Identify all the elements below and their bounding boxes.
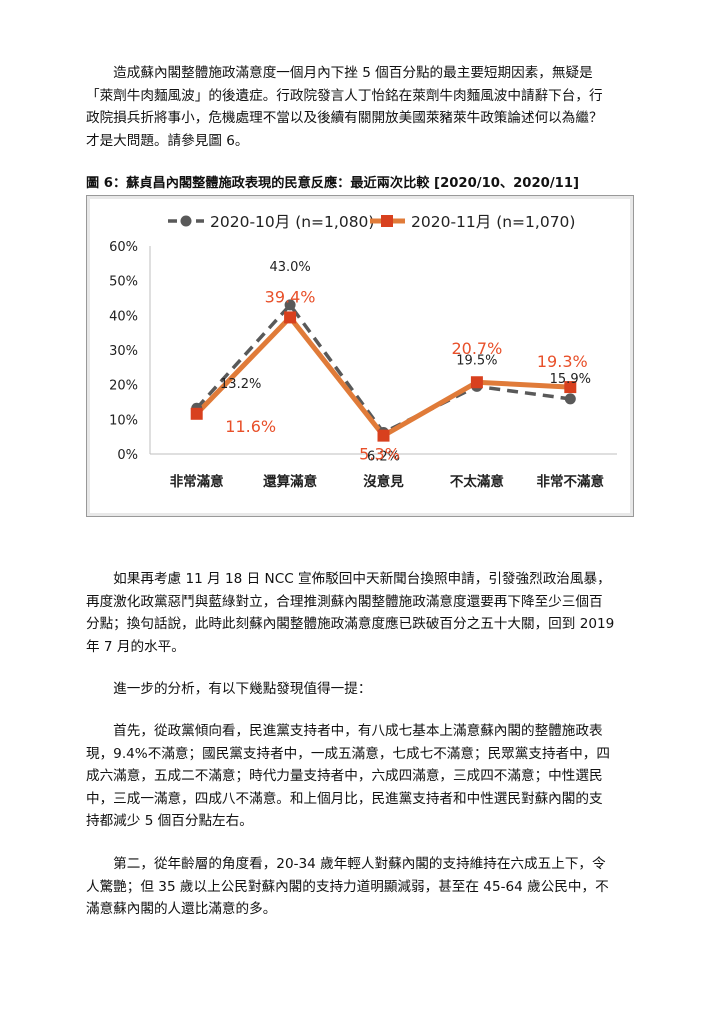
y-tick-label: 60% (109, 240, 138, 255)
legend-label-nov: 2020-11月 (n=1,070) (411, 213, 575, 231)
point-oct (564, 393, 576, 405)
data-label-oct: 13.2% (220, 377, 261, 392)
point-nov (377, 429, 390, 442)
y-tick-label: 20% (109, 379, 138, 394)
data-label-oct: 43.0% (269, 260, 310, 275)
paragraph-1: 造成蘇內閣整體施政滿意度一個月內下挫 5 個百分點的最主要短期因素，無疑是 「萊劑… (86, 62, 642, 152)
paragraph-line: 成六滿意，五成二不滿意；時代力量支持者中，六成四滿意，三成四不滿意；中性選民 (86, 768, 603, 784)
data-label-oct: 6.2% (367, 450, 400, 465)
figure-title: 圖 6：蘇貞昌內閣整體施政表現的民意反應：最近兩次比較 [2020/10、202… (86, 176, 580, 191)
paragraph-line: 進一步的分析，有以下幾點發現值得一提： (86, 681, 372, 697)
y-tick-label: 10% (109, 413, 138, 428)
point-oct (284, 299, 296, 311)
line-chart: 0% 10% 20% 30% 40% 50% 60% 非常滿意 還算滿意 沒意見 不太滿意 非常不滿意… (109, 213, 617, 490)
paragraph-line: 持都減少 5 個百分點左右。 (86, 813, 253, 829)
x-tick-label: 沒意見 (363, 473, 404, 490)
point-nov (470, 376, 483, 389)
data-label-oct: 15.9% (550, 372, 591, 387)
point-nov (564, 381, 577, 394)
paragraph-line: 「萊劑牛肉麵風波」的後遺症。行政院發言人丁怡銘在萊劑牛肉麵風波中請辭下台，行 (86, 87, 603, 104)
point-nov (190, 407, 203, 420)
x-tick-label: 不太滿意 (450, 473, 504, 490)
y-tick-label: 40% (109, 309, 138, 324)
y-tick-label: 30% (109, 344, 138, 359)
data-label-nov: 5.3% (359, 445, 400, 464)
data-label-oct: 19.5% (456, 353, 497, 368)
paragraph-5: 第二，從年齡層的角度看，20-34 歲年輕人對蘇內閣的支持維持在六成五上下，令人… (86, 853, 642, 921)
series-line-oct (195, 302, 571, 435)
paragraph-line: 再度激化政黨惡鬥與藍綠對立，合理推測蘇內閣整體施政滿意度還要再下降至少三個百 (86, 593, 603, 610)
data-label-nov: 39.4% (265, 287, 316, 306)
legend-label-oct: 2020-10月 (n=1,080) (210, 213, 374, 231)
paragraph-line: 政院損兵折將事小，危機處理不當以及後續有關開放美國萊豬萊牛政策論述何以為繼？ (86, 110, 603, 126)
y-tick-label: 0% (117, 448, 138, 463)
paragraph-line: 如果再考慮 11 月 18 日 NCC 宣佈駁回中天新聞台換照申請，引發強烈政治… (86, 571, 611, 587)
paragraph-line: 第二，從年齡層的角度看，20-34 歲年輕人對蘇內閣的支持維持在六成五上下，令 (86, 856, 606, 872)
legend-marker-nov (381, 215, 393, 227)
paragraph-line: 分點；換句話說，此時此刻蘇內閣整體施政滿意度應已跌破百分之五十大關，回到 201… (86, 616, 615, 632)
y-tick-label: 50% (109, 275, 138, 290)
x-tick-label: 非常不滿意 (537, 473, 605, 490)
point-nov (284, 311, 297, 324)
paragraph-line: 滿意蘇內閣的人還比滿意的多。 (86, 901, 277, 917)
paragraph-line: 中，三成一滿意，四成八不滿意。和上個月比，民進黨支持者和中性選民對蘇內閣的支 (86, 790, 603, 807)
paragraph-3: 進一步的分析，有以下幾點發現值得一提： (86, 678, 642, 701)
chart-frame: 0% 10% 20% 30% 40% 50% 60% 非常滿意 還算滿意 沒意見 不太滿意 非常不滿意… (86, 195, 634, 517)
paragraph-line: 首先，從政黨傾向看，民進黨支持者中，有八成七基本上滿意蘇內閣的整體施政表 (86, 723, 603, 739)
legend-marker-oct (180, 215, 192, 227)
x-tick-label: 還算滿意 (263, 473, 317, 490)
data-label-nov: 11.6% (225, 417, 276, 436)
data-label-nov: 19.3% (537, 352, 588, 371)
paragraph-2: 如果再考慮 11 月 18 日 NCC 宣佈駁回中天新聞台換照申請，引發強烈政治… (86, 568, 642, 658)
data-label-nov: 20.7% (451, 339, 502, 358)
paragraph-line: 才是大問題。請參見圖 6。 (86, 132, 249, 149)
paragraph-line: 人驚艷；但 35 歲以上公民對蘇內閣的支持力道明顯減弱，甚至在 45-64 歲公… (86, 878, 609, 895)
paragraph-line: 年 7 月的水平。 (86, 638, 185, 655)
paragraph-line: 現，9.4%不滿意；國民黨支持者中，一成五滿意，七成七不滿意；民眾黨支持者中，四 (86, 745, 610, 762)
paragraph-line: 造成蘇內閣整體施政滿意度一個月內下挫 5 個百分點的最主要短期因素，無疑是 (86, 65, 593, 81)
paragraph-4: 首先，從政黨傾向看，民進黨支持者中，有八成七基本上滿意蘇內閣的整體施政表 現，9.… (86, 720, 642, 833)
x-tick-label: 非常滿意 (170, 473, 224, 490)
